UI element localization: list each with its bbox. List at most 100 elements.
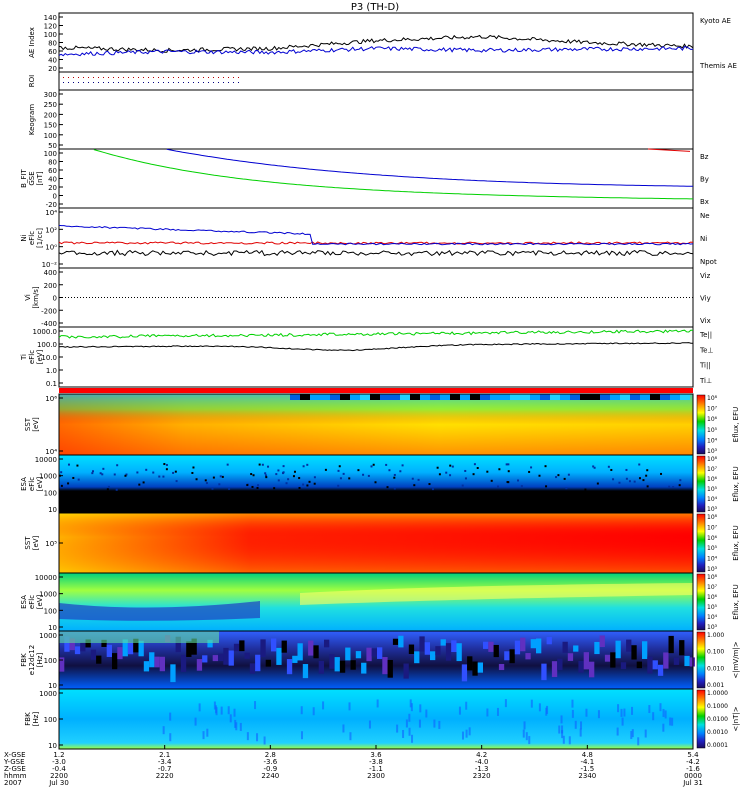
- spectrogram-speckle: [497, 485, 500, 488]
- roi-marker: [148, 77, 149, 78]
- legend-entry: Npot: [700, 258, 717, 266]
- spectrogram-speckle: [645, 474, 648, 477]
- colorbar: [696, 573, 706, 631]
- spectrogram-speckle: [165, 468, 168, 471]
- roi-marker: [103, 77, 104, 78]
- roi-marker: [118, 77, 119, 78]
- spectrogram-cell: [400, 394, 410, 400]
- spectrogram-cell: [680, 394, 690, 400]
- spectrogram-speckle: [438, 720, 441, 729]
- roi-marker: [188, 82, 189, 83]
- roi-marker: [63, 77, 64, 78]
- spectrogram-cell: [69, 638, 75, 651]
- x-axis-row-label: Y-GSE: [3, 758, 25, 766]
- y-tick-label: 250: [44, 101, 57, 109]
- spectrogram-speckle: [625, 477, 628, 480]
- spectrogram-cell: [330, 394, 340, 400]
- y-tick-label: 40: [48, 176, 57, 184]
- spectrogram-cell: [96, 655, 102, 664]
- spectrogram-cell: [154, 656, 160, 668]
- y-tick-label: 1000: [39, 690, 57, 698]
- panel-esa_i: ESA eFlc [eV] 10000 1000 100 10 10⁸ 10⁷ 10⁶ 10⁵ 10⁴…: [20, 454, 740, 514]
- spectrogram-speckle: [267, 465, 270, 468]
- spectrogram-speckle: [616, 727, 619, 736]
- y-tick-label: 100: [44, 489, 57, 497]
- spectrogram-speckle: [220, 706, 223, 715]
- roi-marker: [208, 82, 209, 83]
- spectrogram-speckle: [498, 468, 501, 471]
- spectrogram-speckle: [612, 478, 615, 481]
- spectrogram-speckle: [145, 468, 148, 471]
- spectrogram-speckle: [106, 488, 109, 491]
- spectrogram-speckle: [211, 487, 214, 490]
- roi-marker: [238, 82, 239, 83]
- spectrogram-speckle: [558, 725, 561, 734]
- spectrogram-cell: [320, 394, 330, 400]
- panel-fbk_b: FBK [Hz] 1000 100 10 1.0000 0.1000 0.0100 0.0010…: [24, 688, 740, 750]
- spectrogram-cell: [329, 654, 335, 669]
- spectrogram-speckle: [451, 465, 454, 468]
- spectrogram-speckle: [306, 463, 309, 466]
- spectrogram-speckle: [302, 465, 305, 468]
- x-axis-row-label: hhmm: [4, 772, 27, 780]
- spectrogram-cell: [514, 640, 521, 655]
- spectrogram-cell: [223, 647, 229, 665]
- spectrogram-cell: [80, 642, 86, 652]
- colorbar-tick-label: 10³: [707, 624, 718, 631]
- spectrogram-speckle: [313, 476, 316, 479]
- spectrogram-cell: [170, 664, 176, 683]
- spectrogram-cell: [271, 638, 277, 652]
- roi-marker: [78, 77, 79, 78]
- spectrogram-cell: [207, 639, 213, 648]
- x-axis-value: 2240: [261, 772, 279, 780]
- spectrogram-speckle: [372, 463, 375, 466]
- x-axis-value: -1.1: [369, 765, 383, 773]
- spectrogram-speckle: [324, 468, 327, 471]
- spectrogram-cell: [265, 659, 271, 667]
- spectrogram-speckle: [163, 463, 166, 466]
- roi-marker: [123, 82, 124, 83]
- spectrogram-speckle: [195, 478, 198, 481]
- colorbar-label: Eflux, EFU: [732, 466, 740, 501]
- spectrogram-speckle: [504, 699, 507, 708]
- spectrogram-speckle: [571, 709, 574, 718]
- spectrogram-speckle: [419, 704, 422, 713]
- spectrogram-speckle: [468, 727, 471, 736]
- spectrogram-speckle: [678, 484, 681, 487]
- colorbar-tick-label: 10⁵: [707, 604, 718, 611]
- spectrogram-cell: [647, 656, 653, 674]
- spectrogram-cell: [403, 663, 409, 679]
- y-tick-label: 150: [44, 122, 57, 130]
- spectrogram-cell: [361, 662, 367, 674]
- spectrogram-cell: [318, 660, 324, 674]
- colorbar-tick-label: 1.000: [707, 632, 724, 639]
- spectrogram-speckle: [152, 471, 155, 474]
- spectrogram-speckle: [458, 706, 461, 715]
- spectrogram-cell: [573, 645, 579, 652]
- spectrogram-speckle: [258, 463, 261, 466]
- spectrogram-speckle: [648, 705, 651, 714]
- y-tick-label: 1000.0: [33, 328, 58, 336]
- spectrogram-speckle: [438, 473, 441, 476]
- spectrogram-speckle: [659, 703, 662, 712]
- spectrogram-cell: [430, 394, 440, 400]
- spectrogram-speckle: [505, 463, 508, 466]
- spectrogram-cell: [652, 660, 658, 670]
- legend-entry: Ti||: [699, 362, 711, 370]
- roi-marker: [228, 82, 229, 83]
- spectrogram-speckle: [555, 476, 558, 479]
- roi-marker: [133, 82, 134, 83]
- spectrogram-speckle: [461, 731, 464, 740]
- spectrogram-speckle: [408, 727, 411, 736]
- spectrogram-speckle: [525, 732, 528, 741]
- spectrogram-cell: [340, 394, 350, 400]
- colorbar-tick-label: 10⁷: [707, 406, 718, 413]
- spectrogram-speckle: [413, 484, 416, 487]
- roi-marker: [73, 77, 74, 78]
- y-tick-label: 40: [48, 57, 57, 65]
- spectrogram-cell: [550, 394, 560, 400]
- x-axis-value: Jul 30: [48, 779, 69, 787]
- panel-frame: [58, 326, 694, 388]
- spectrogram-speckle: [256, 486, 259, 489]
